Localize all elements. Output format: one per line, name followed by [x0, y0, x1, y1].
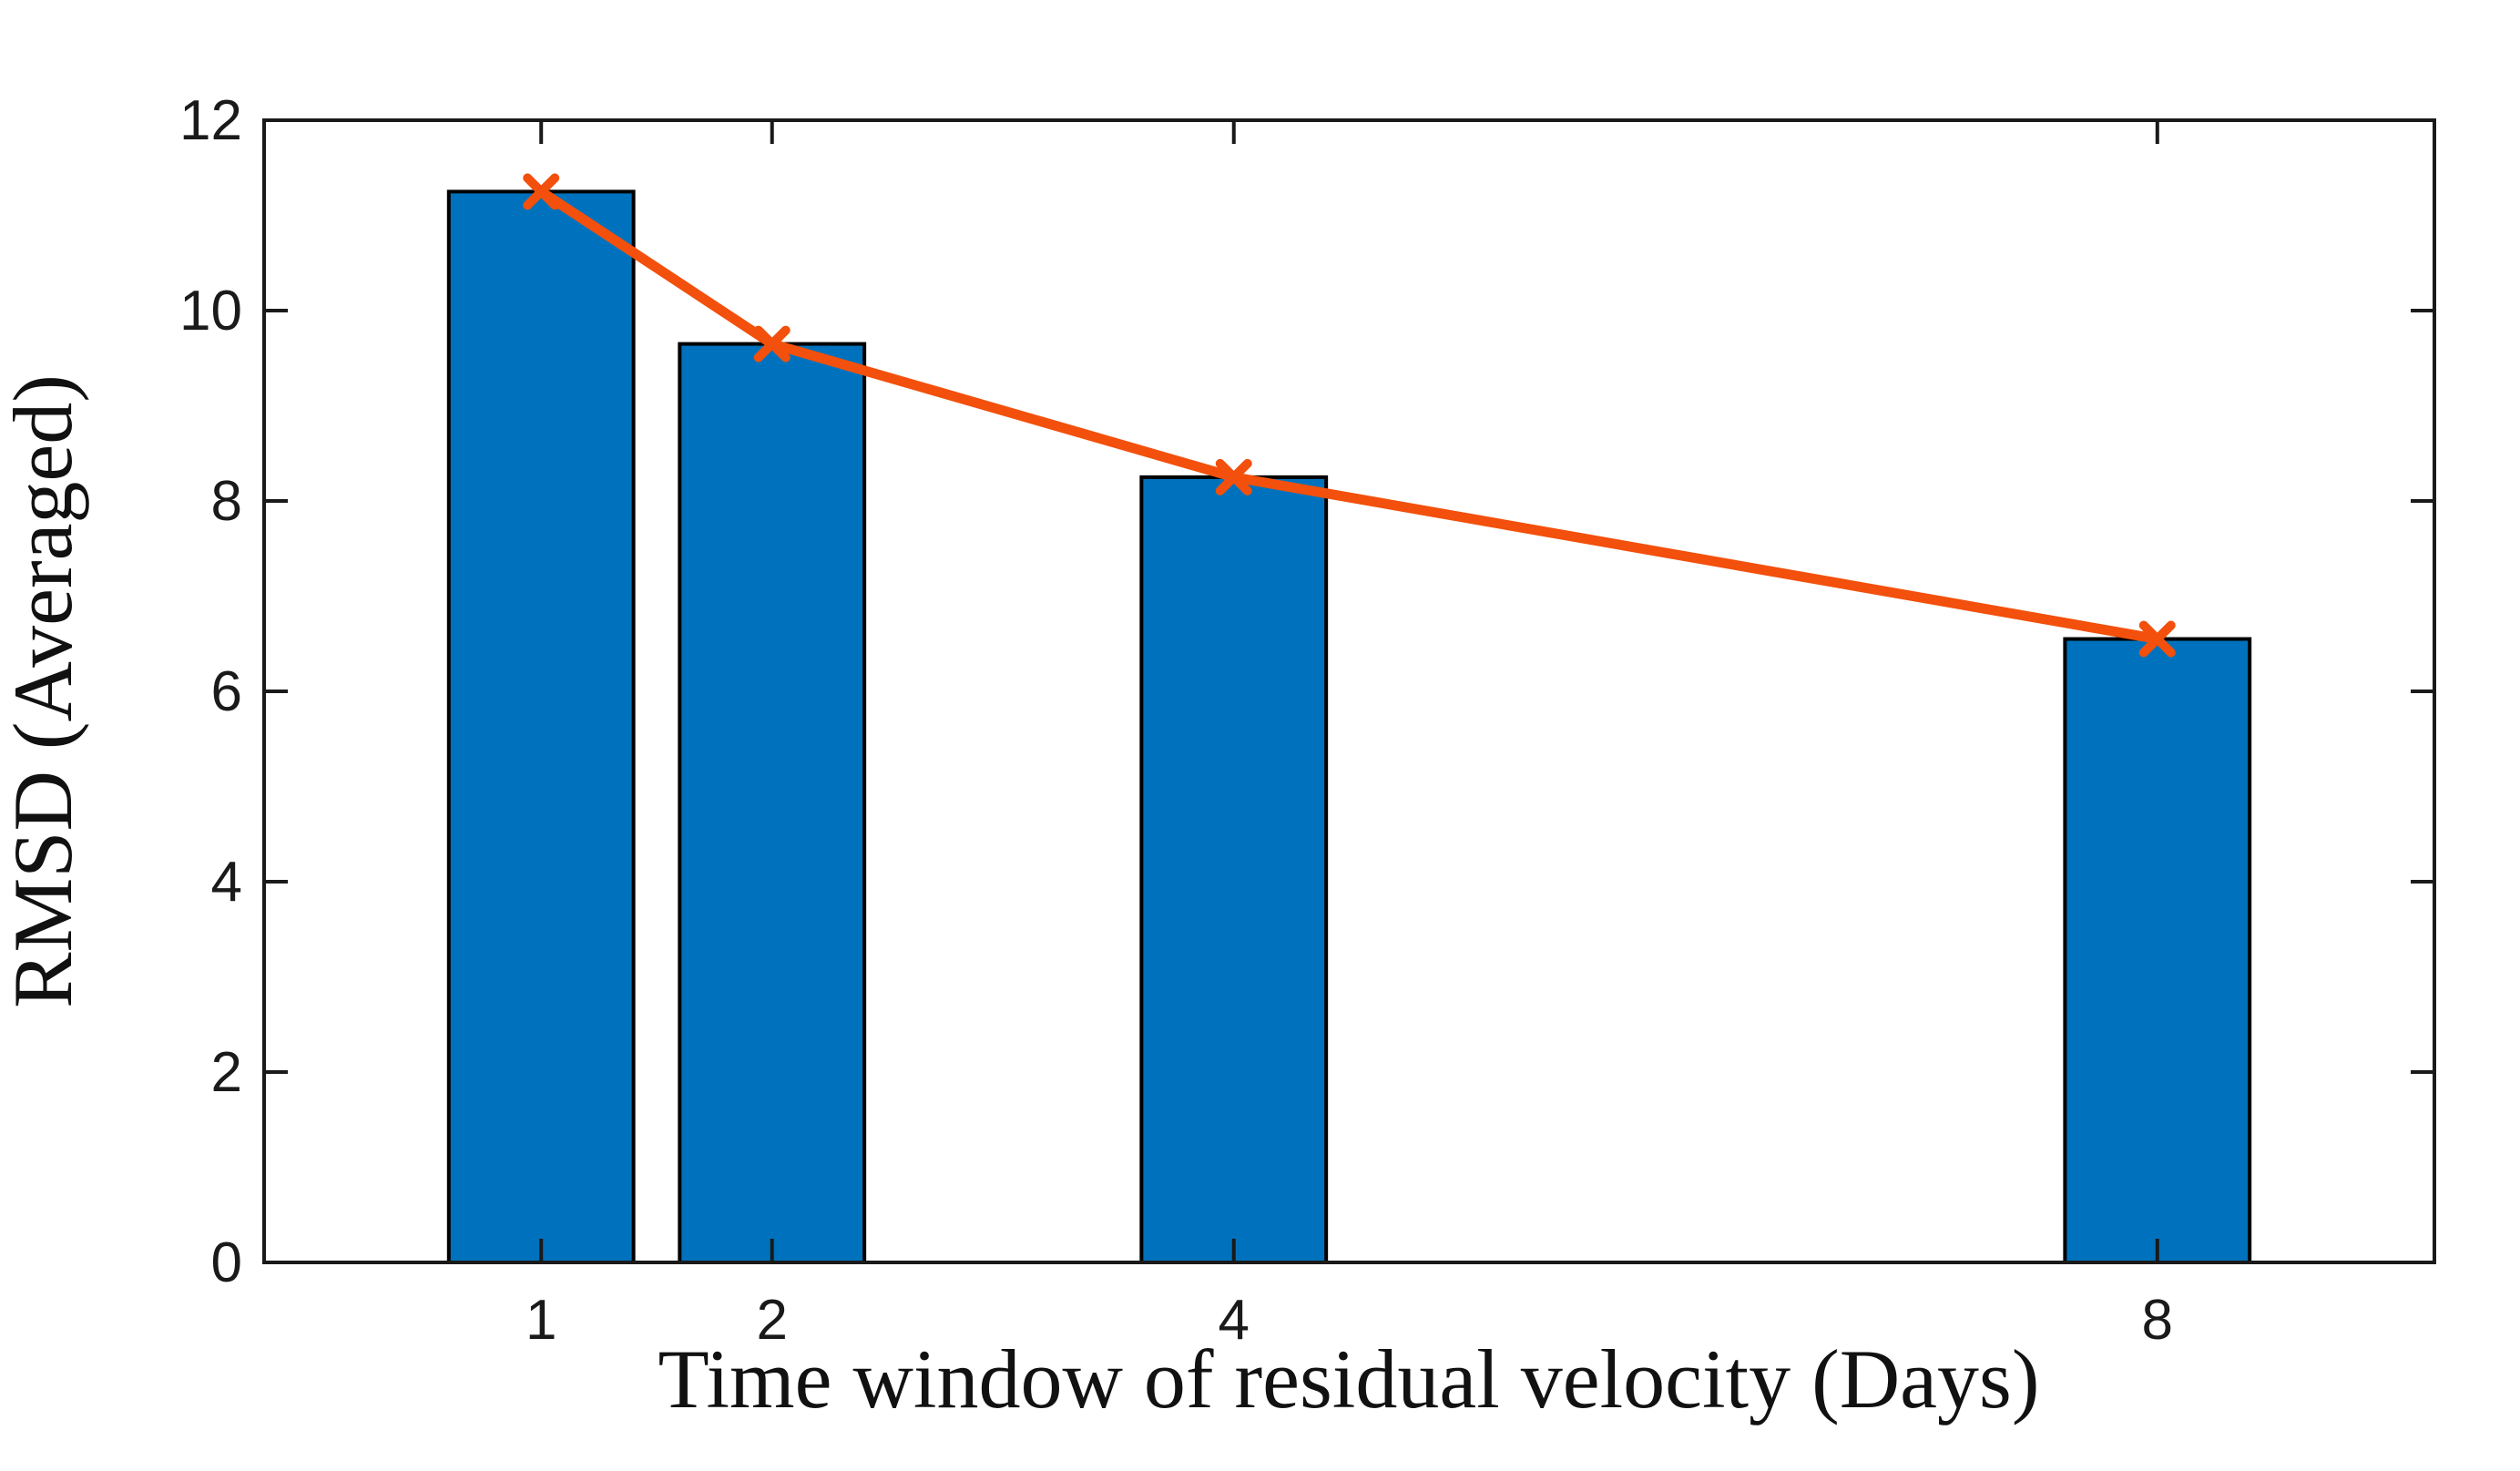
y-tick-label-4: 4 — [211, 851, 242, 914]
x-tick-label-4: 4 — [1219, 1289, 1250, 1352]
y-tick-label-8: 8 — [211, 470, 242, 533]
y-axis-label: RMSD (Averaged) — [0, 374, 89, 1008]
x-tick-label-2: 2 — [756, 1289, 787, 1352]
x-tick-label-1: 1 — [525, 1289, 556, 1352]
line-layer — [523, 173, 2176, 658]
x-marker-8 — [2138, 620, 2176, 658]
x-marker-2 — [753, 325, 791, 363]
bar-x-8 — [2063, 637, 2252, 1264]
bar-x-1 — [446, 189, 636, 1264]
trend-line — [536, 186, 2163, 645]
x-axis-label: Time window of residual velocity (Days) — [658, 1333, 2040, 1425]
y-tick-label-10: 10 — [179, 280, 242, 342]
x-tick-label-8: 8 — [2142, 1289, 2173, 1352]
axes-layer — [262, 118, 2436, 1264]
bar-x-2 — [678, 342, 867, 1264]
y-tick-label-2: 2 — [211, 1041, 242, 1104]
bars-layer — [446, 189, 2252, 1264]
x-marker-4 — [1215, 458, 1252, 495]
y-tick-label-12: 12 — [179, 89, 242, 152]
y-tick-label-0: 0 — [211, 1231, 242, 1294]
y-tick-label-6: 6 — [211, 660, 242, 723]
x-marker-1 — [523, 173, 560, 210]
bar-x-4 — [1139, 475, 1329, 1264]
